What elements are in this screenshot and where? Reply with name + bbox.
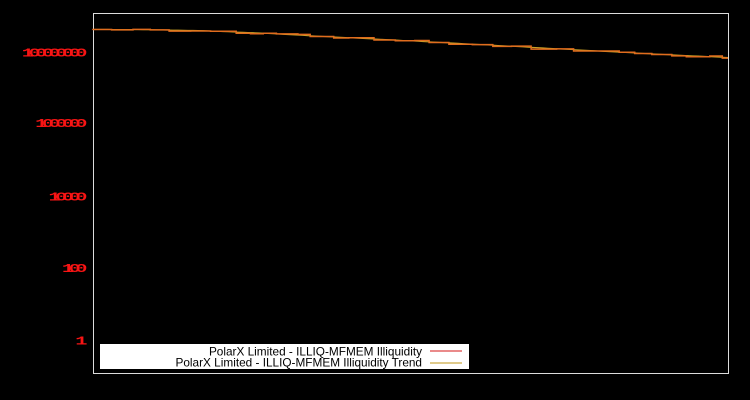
svg-text:100000000: 100000000 <box>22 47 88 61</box>
svg-text:1000000: 1000000 <box>35 118 87 132</box>
svg-text:10000: 10000 <box>49 191 88 205</box>
svg-text:PolarX Limited - ILLIQ-MFMEM I: PolarX Limited - ILLIQ-MFMEM Illiquidity… <box>176 356 423 370</box>
svg-text:PolarX Limited - ILLIQ-MFMEM I: PolarX Limited - ILLIQ-MFMEM Illiquidity <box>209 344 422 358</box>
